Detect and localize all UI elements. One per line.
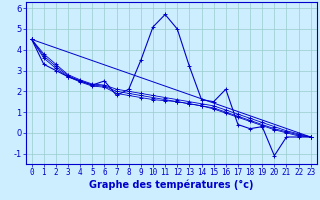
X-axis label: Graphe des températures (°c): Graphe des températures (°c)	[89, 180, 253, 190]
